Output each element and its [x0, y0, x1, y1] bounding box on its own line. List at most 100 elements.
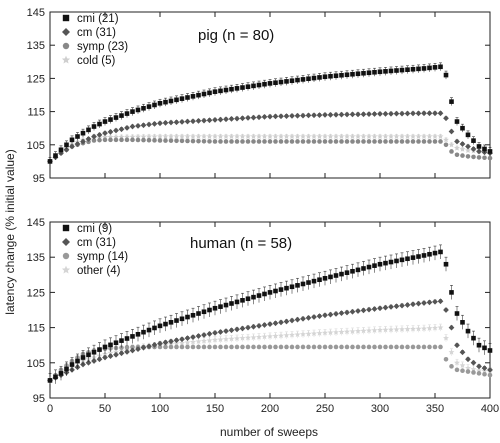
data-point	[223, 344, 229, 350]
data-point	[371, 111, 378, 117]
data-point	[405, 344, 410, 350]
data-point	[459, 146, 466, 152]
data-point	[366, 344, 372, 350]
data-point	[283, 318, 290, 325]
data-point	[360, 111, 367, 118]
data-point	[289, 331, 295, 338]
data-point	[151, 121, 158, 127]
data-point	[234, 115, 240, 122]
data-point	[311, 139, 317, 144]
data-point	[316, 112, 323, 118]
data-point	[250, 334, 257, 340]
data-point	[322, 133, 328, 140]
data-point	[426, 133, 433, 140]
data-point	[228, 335, 235, 342]
data-point	[152, 325, 157, 331]
data-point	[223, 328, 229, 334]
data-point	[471, 138, 476, 143]
data-point	[415, 133, 422, 140]
data-point	[272, 320, 279, 327]
data-point	[163, 99, 168, 105]
data-point	[86, 127, 91, 133]
data-point	[223, 336, 229, 342]
x-tick-label: 150	[206, 403, 224, 415]
data-point	[327, 133, 334, 140]
data-point	[201, 309, 207, 315]
data-point	[245, 115, 251, 121]
data-point	[404, 302, 411, 308]
data-point	[245, 133, 251, 140]
data-point	[311, 278, 317, 284]
y-tick-label: 95	[33, 393, 45, 405]
data-point	[157, 133, 163, 140]
data-point	[416, 254, 421, 259]
data-point	[421, 253, 427, 258]
data-point	[339, 72, 344, 78]
data-point	[383, 344, 388, 350]
data-point	[69, 137, 75, 143]
data-point	[130, 334, 135, 339]
y-tick-label: 135	[27, 40, 45, 52]
data-point	[168, 138, 174, 143]
data-point	[168, 320, 174, 325]
data-point	[388, 139, 394, 144]
data-point	[394, 139, 399, 144]
data-point	[421, 110, 427, 117]
data-point	[212, 133, 218, 140]
data-point	[184, 133, 191, 140]
data-point	[377, 344, 383, 350]
data-point	[267, 344, 273, 350]
data-point	[273, 344, 278, 350]
data-point	[251, 139, 256, 144]
data-point	[366, 139, 372, 144]
data-point	[372, 263, 377, 268]
data-point	[421, 325, 427, 332]
data-point	[179, 339, 185, 346]
data-point	[113, 340, 119, 346]
data-point	[399, 344, 405, 350]
data-point	[96, 356, 103, 363]
data-point	[124, 345, 130, 350]
data-point	[339, 271, 344, 277]
data-point	[97, 347, 102, 352]
data-point	[448, 349, 455, 355]
data-point	[217, 116, 224, 123]
data-point	[333, 139, 339, 144]
data-point	[360, 307, 367, 314]
data-point	[102, 137, 108, 143]
data-point	[482, 146, 487, 152]
data-point	[388, 326, 394, 333]
data-point	[300, 281, 306, 287]
data-point	[327, 311, 334, 318]
data-point	[415, 300, 422, 307]
data-point	[399, 326, 405, 332]
data-point	[460, 368, 465, 374]
data-point	[432, 250, 438, 256]
data-point	[350, 139, 355, 144]
data-point	[322, 139, 328, 144]
data-point	[273, 139, 278, 144]
data-point	[135, 107, 141, 113]
data-point	[322, 112, 328, 118]
data-point	[295, 344, 300, 350]
data-point	[206, 331, 213, 337]
data-point	[289, 78, 295, 84]
data-point	[421, 300, 427, 306]
data-point	[129, 123, 136, 130]
data-point	[294, 316, 301, 323]
data-point	[206, 133, 213, 140]
data-point	[426, 325, 433, 331]
data-point	[349, 111, 356, 118]
data-point	[366, 70, 372, 76]
data-point	[256, 322, 262, 329]
legend: cmi (21) cm (31) symp (23) cold (5)	[61, 13, 128, 67]
legend-label: cmi (9)	[77, 223, 112, 235]
data-point	[371, 306, 378, 312]
data-point	[113, 351, 119, 358]
legend-marker	[62, 14, 70, 22]
data-point	[80, 355, 86, 360]
data-point	[333, 133, 339, 140]
data-point	[465, 132, 471, 138]
data-point	[141, 137, 146, 143]
